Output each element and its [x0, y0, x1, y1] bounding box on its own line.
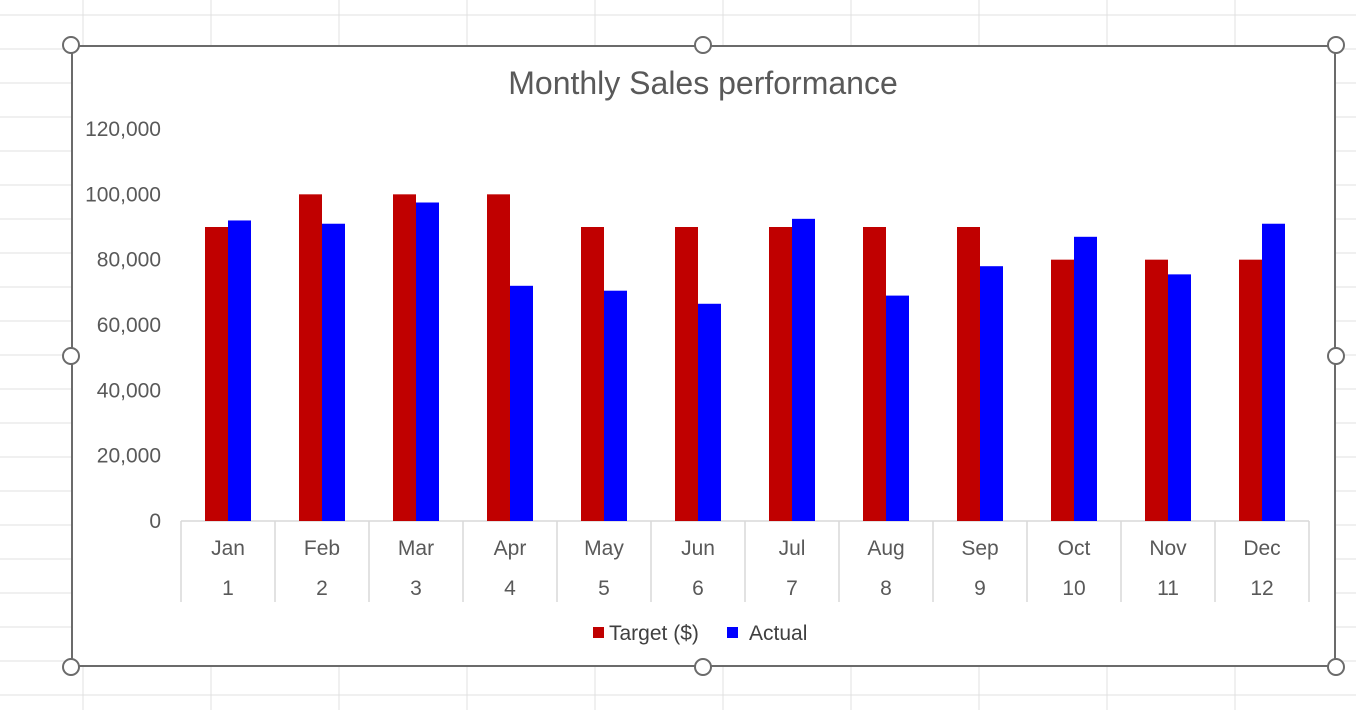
- resize-handle[interactable]: [62, 36, 80, 54]
- bar-target: [863, 227, 886, 521]
- legend: Target ($) Actual: [593, 622, 807, 645]
- bar-target: [393, 194, 416, 522]
- bar-target: [769, 227, 792, 521]
- y-tick-label: 60,000: [97, 314, 161, 337]
- bar-target: [581, 227, 604, 521]
- bar-target: [1145, 259, 1168, 521]
- bar-actual: [416, 202, 439, 521]
- resize-handle[interactable]: [1327, 36, 1345, 54]
- legend-swatch-actual: [727, 627, 738, 638]
- bar-actual: [604, 290, 627, 521]
- x-tick-label-month: Feb: [304, 537, 340, 560]
- bar-target: [205, 227, 228, 521]
- y-tick-label: 120,000: [85, 118, 161, 141]
- x-tick-label-month: Mar: [398, 537, 434, 560]
- x-tick-label-month: Dec: [1243, 537, 1280, 560]
- bar-actual: [1168, 274, 1191, 521]
- bar-actual: [886, 295, 909, 521]
- bar-target: [1239, 259, 1262, 521]
- legend-swatch-target: [593, 627, 604, 638]
- y-axis: 0 20,000 40,000 60,000 80,000 100,000 120,000: [85, 118, 161, 533]
- x-tick-label-number: 6: [692, 577, 704, 600]
- x-tick-label-month: Jul: [779, 537, 806, 560]
- x-tick-label-month: Sep: [961, 537, 998, 560]
- bar-actual: [698, 303, 721, 521]
- x-tick-label-month: Nov: [1149, 537, 1187, 560]
- x-tick-label-number: 4: [504, 577, 516, 600]
- y-tick-label: 40,000: [97, 379, 161, 402]
- bar-actual: [322, 223, 345, 521]
- bar-target: [675, 227, 698, 521]
- x-tick-label-number: 7: [786, 577, 798, 600]
- bar-actual: [228, 220, 251, 521]
- bar-target: [487, 194, 510, 522]
- x-tick-label-number: 10: [1062, 577, 1085, 600]
- bar-actual: [1074, 236, 1097, 522]
- x-tick-label-number: 11: [1157, 577, 1179, 600]
- x-tick-label-month: Jun: [681, 537, 715, 560]
- y-tick-label: 20,000: [97, 445, 161, 468]
- y-tick-label: 0: [149, 510, 161, 533]
- x-tick-label-month: Apr: [494, 537, 527, 560]
- x-tick-label-number: 9: [974, 577, 986, 600]
- resize-handle[interactable]: [1327, 347, 1345, 365]
- bar-actual: [1262, 223, 1285, 521]
- x-tick-label-month: Jan: [211, 537, 245, 560]
- resize-handle[interactable]: [694, 36, 712, 54]
- resize-handle[interactable]: [62, 347, 80, 365]
- x-tick-label-number: 5: [598, 577, 610, 600]
- x-tick-label-number: 3: [410, 577, 422, 600]
- bar-actual: [510, 285, 533, 521]
- legend-label-target: Target ($): [609, 622, 699, 645]
- legend-label-actual: Actual: [749, 622, 807, 645]
- bar-target: [957, 227, 980, 521]
- bar-target: [299, 194, 322, 522]
- bar-target: [1051, 259, 1074, 521]
- x-axis: Jan 1 Feb 2 Mar 3 Apr 4 May 5 Jun 6 Jul 7 Aug 8 Sep 9 Oct 1…: [180, 520, 1310, 602]
- resize-handle[interactable]: [62, 658, 80, 676]
- bar-actual: [980, 266, 1003, 521]
- chart-title: Monthly Sales performance: [508, 65, 898, 101]
- bar-actual: [792, 218, 815, 522]
- resize-handle[interactable]: [694, 658, 712, 676]
- resize-handle[interactable]: [1327, 658, 1345, 676]
- x-tick-label-number: 2: [316, 577, 328, 600]
- bars: [205, 194, 1285, 522]
- x-tick-label-month: Aug: [867, 537, 904, 560]
- y-tick-label: 100,000: [85, 183, 161, 206]
- x-tick-label-number: 1: [222, 577, 234, 600]
- y-tick-label: 80,000: [97, 249, 161, 272]
- x-tick-label-month: Oct: [1058, 537, 1091, 560]
- x-tick-label-number: 12: [1250, 577, 1273, 600]
- x-tick-label-month: May: [584, 537, 624, 560]
- x-tick-label-number: 8: [880, 577, 892, 600]
